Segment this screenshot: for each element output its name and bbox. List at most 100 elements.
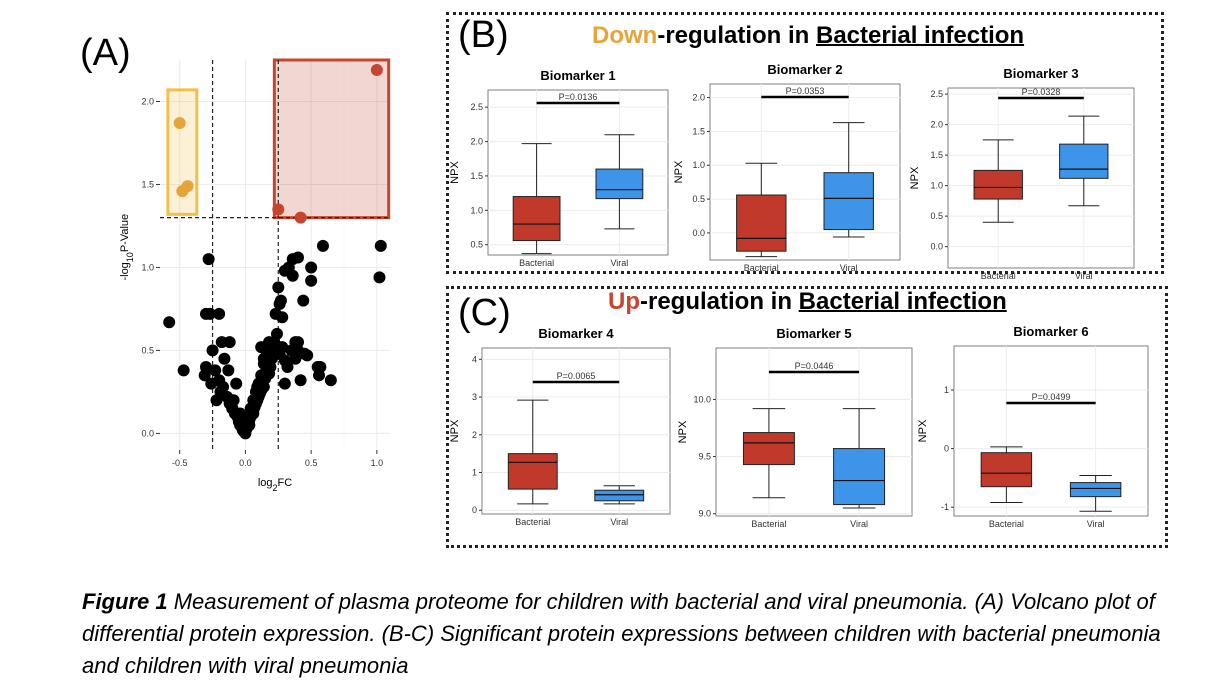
volcano-point — [278, 377, 291, 390]
y-tick-label: 1 — [472, 468, 477, 478]
volcano-point — [218, 352, 231, 365]
y-tick-label: 1.5 — [930, 150, 943, 160]
y-tick-label: 0.5 — [692, 194, 705, 204]
volcano-point — [203, 307, 216, 320]
box-bacterial — [742, 432, 795, 466]
y-tick-label: 2.0 — [930, 120, 943, 130]
y-tick-label: 10.0 — [693, 394, 711, 404]
volcano-point — [316, 239, 329, 252]
volcano-point — [305, 261, 318, 274]
volcano-point — [301, 349, 314, 362]
volcano-point — [324, 374, 337, 387]
chart-title: Biomarker 5 — [776, 326, 851, 341]
volcano-point — [373, 271, 386, 284]
volcano-plot: -0.5 0.0 0.5 1.0 0.0 0.5 1.0 1.5 2.0 log2FC -log10… — [119, 58, 391, 493]
x-tick-label: Bacterial — [751, 519, 786, 529]
volcano-point — [257, 352, 270, 365]
chart-title: Biomarker 4 — [538, 326, 614, 341]
y-tick-label: 2 — [472, 430, 477, 440]
y-axis-label: -log10P-Value — [119, 214, 135, 281]
volcano-point — [215, 336, 228, 349]
x-tick-label: Bacterial — [981, 271, 1016, 281]
box-viral — [594, 489, 645, 502]
box-bacterial — [512, 196, 561, 242]
p-value-label: P=0.0065 — [557, 371, 596, 381]
y-tick-label: -1 — [941, 502, 949, 512]
x-tick-label: Bacterial — [989, 519, 1024, 529]
chart-title: Biomarker 3 — [1003, 66, 1078, 81]
volcano-point — [286, 269, 299, 282]
volcano-point — [217, 380, 230, 393]
volcano-point — [259, 372, 272, 385]
volcano-point — [209, 364, 222, 377]
caption-lead: Figure 1 — [82, 589, 168, 614]
volcano-point — [251, 380, 264, 393]
section-c-rest: -regulation in — [640, 288, 799, 315]
volcano-point — [243, 419, 256, 432]
section-b-frame — [446, 12, 1164, 274]
section-c-frame — [446, 286, 1168, 548]
chart-title: Biomarker 1 — [540, 68, 615, 83]
volcano-point — [305, 274, 318, 287]
volcano-point — [276, 311, 289, 324]
volcano-point — [200, 361, 212, 374]
volcano-point-up — [370, 63, 383, 76]
p-value-label: P=0.0328 — [1022, 87, 1061, 97]
x-tick-label: Viral — [1075, 271, 1093, 281]
x-tick-label: -0.5 — [172, 458, 188, 468]
y-axis-label: NPX — [673, 160, 685, 183]
p-value-label: P=0.0353 — [786, 86, 825, 96]
y-axis-label: NPX — [677, 420, 689, 443]
volcano-point-up — [272, 203, 285, 216]
volcano-point — [289, 336, 302, 349]
volcano-point-down — [173, 117, 186, 130]
volcano-point — [292, 251, 304, 264]
y-tick-label: 2.5 — [930, 89, 943, 99]
box-viral — [833, 448, 886, 506]
x-tick-label: Viral — [610, 258, 628, 268]
volcano-point — [270, 327, 283, 340]
y-tick-label: 0.5 — [141, 345, 154, 355]
y-tick-label: 2.0 — [692, 93, 705, 103]
volcano-point — [202, 253, 215, 266]
x-tick-label: Viral — [1087, 519, 1105, 529]
box-bacterial — [973, 169, 1023, 200]
y-tick-label: 0.5 — [470, 240, 483, 250]
volcano-point — [222, 364, 235, 377]
up-highlight-box — [272, 58, 391, 220]
box-viral — [823, 172, 874, 231]
volcano-point — [206, 344, 219, 357]
y-tick-label: 2.5 — [470, 102, 483, 112]
volcano-point — [276, 341, 289, 354]
section-b-underlined: Bacterial infection — [816, 22, 1025, 49]
down-highlight-box — [166, 88, 199, 216]
x-tick-label: 0.5 — [305, 458, 318, 468]
y-tick-label: 2.0 — [470, 137, 483, 147]
x-tick-label: Bacterial — [519, 258, 554, 268]
volcano-point — [273, 297, 286, 310]
volcano-point — [177, 364, 190, 377]
y-tick-label: 1.5 — [141, 179, 154, 189]
box-bacterial — [980, 452, 1033, 488]
x-axis-label: log2FC — [258, 477, 292, 493]
y-tick-label: 0.0 — [930, 242, 943, 252]
y-tick-label: 0.5 — [930, 211, 943, 221]
y-axis-label: NPX — [449, 161, 461, 184]
y-tick-label: 1.0 — [141, 262, 154, 272]
volcano-point — [255, 341, 268, 354]
volcano-point-up — [294, 211, 307, 224]
y-tick-label: 0.0 — [141, 428, 154, 438]
caption-text: Measurement of plasma proteome for child… — [82, 589, 1161, 678]
y-tick-label: 1.0 — [470, 205, 483, 215]
volcano-point — [294, 374, 307, 387]
volcano-point — [226, 402, 239, 415]
y-tick-label: 0.0 — [692, 228, 705, 238]
chart-title: Biomarker 6 — [1013, 324, 1088, 339]
chart-title: Biomarker 2 — [767, 62, 842, 77]
box-bacterial — [736, 194, 787, 252]
x-tick-label: Bacterial — [744, 263, 779, 273]
boxplot-biomarker-1: Biomarker 1 Bacterial Viral 0.5 1.0 1.5 2.0 2.5… — [449, 68, 669, 268]
y-tick-label: 1.5 — [470, 171, 483, 181]
y-tick-label: 3 — [472, 392, 477, 402]
p-value-label: P=0.0499 — [1032, 392, 1071, 402]
